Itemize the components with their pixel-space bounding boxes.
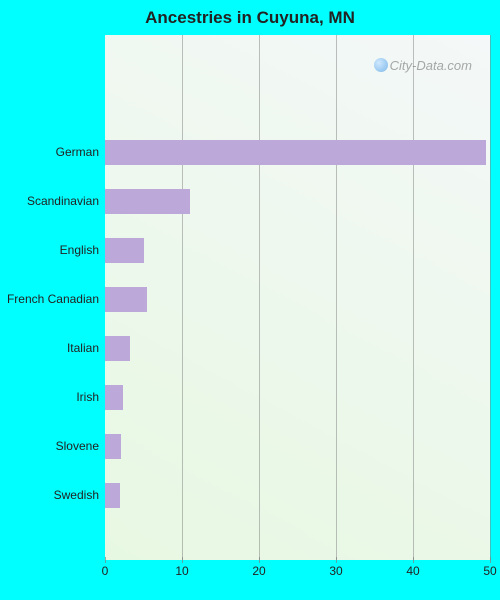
- globe-icon: [374, 58, 388, 72]
- plot-area: City-Data.com 01020304050 GermanScandina…: [105, 35, 490, 560]
- bar: [105, 140, 486, 165]
- y-axis-label: English: [60, 243, 105, 257]
- bar: [105, 336, 130, 361]
- x-tick-label: 20: [252, 564, 265, 578]
- bar-row: English: [105, 238, 490, 263]
- bar: [105, 385, 123, 410]
- y-axis-label: Scandinavian: [27, 194, 105, 208]
- chart-title: Ancestries in Cuyuna, MN: [0, 8, 500, 28]
- x-tick-label: 10: [175, 564, 188, 578]
- watermark: City-Data.com: [374, 58, 472, 73]
- x-tick-label: 30: [329, 564, 342, 578]
- x-tick-label: 40: [406, 564, 419, 578]
- y-axis-label: German: [56, 145, 105, 159]
- bar: [105, 483, 120, 508]
- y-axis-label: Irish: [76, 390, 105, 404]
- bar-row: French Canadian: [105, 287, 490, 312]
- y-axis-label: French Canadian: [7, 292, 105, 306]
- y-axis-label: Slovene: [56, 439, 105, 453]
- bar: [105, 287, 147, 312]
- y-axis-label: Swedish: [54, 488, 105, 502]
- bar-row: German: [105, 140, 490, 165]
- y-axis-label: Italian: [67, 341, 105, 355]
- bar-row: Italian: [105, 336, 490, 361]
- bar-row: Slovene: [105, 434, 490, 459]
- x-tick-label: 0: [102, 564, 109, 578]
- x-tick-mark: [105, 557, 106, 563]
- x-tick-label: 50: [483, 564, 496, 578]
- bar-row: Scandinavian: [105, 189, 490, 214]
- bar: [105, 189, 190, 214]
- watermark-text: City-Data.com: [390, 58, 472, 73]
- bar-row: Swedish: [105, 483, 490, 508]
- bar: [105, 434, 121, 459]
- bar: [105, 238, 144, 263]
- bar-row: Irish: [105, 385, 490, 410]
- gridline: [490, 35, 491, 560]
